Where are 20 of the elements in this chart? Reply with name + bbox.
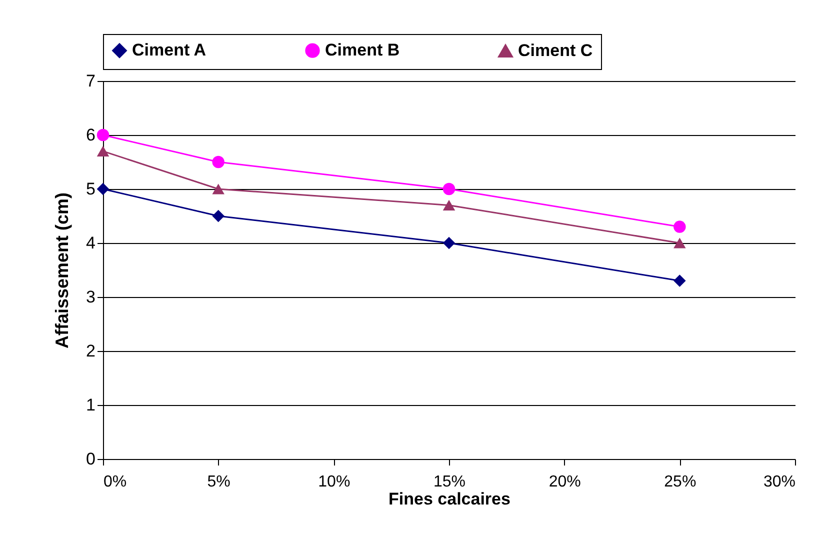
y-tick-label: 7: [86, 72, 96, 90]
legend-label: Ciment B: [325, 40, 400, 60]
legend-label: Ciment A: [132, 40, 206, 60]
y-tick-label: 5: [86, 180, 96, 198]
x-tick-label: 20%: [548, 474, 581, 490]
y-tick-label: 6: [86, 126, 96, 144]
x-axis-title: Fines calcaires: [388, 490, 510, 508]
x-tick-label: 15%: [433, 474, 466, 490]
x-tick-label: 30%: [763, 474, 796, 490]
y-tick-label: 3: [86, 288, 96, 306]
x-tick-label: 5%: [207, 474, 230, 490]
y-tick-label: 2: [86, 342, 96, 360]
x-tick-label: 25%: [664, 474, 696, 490]
x-tick-label: 0%: [104, 474, 127, 490]
legend-label: Ciment C: [518, 41, 593, 60]
y-axis-title: Affaissement (cm): [52, 192, 72, 349]
y-tick-label: 4: [86, 234, 96, 252]
x-tick-label: 10%: [318, 474, 350, 490]
y-tick-label: 1: [86, 396, 96, 414]
y-tick-label: 0: [86, 450, 96, 468]
